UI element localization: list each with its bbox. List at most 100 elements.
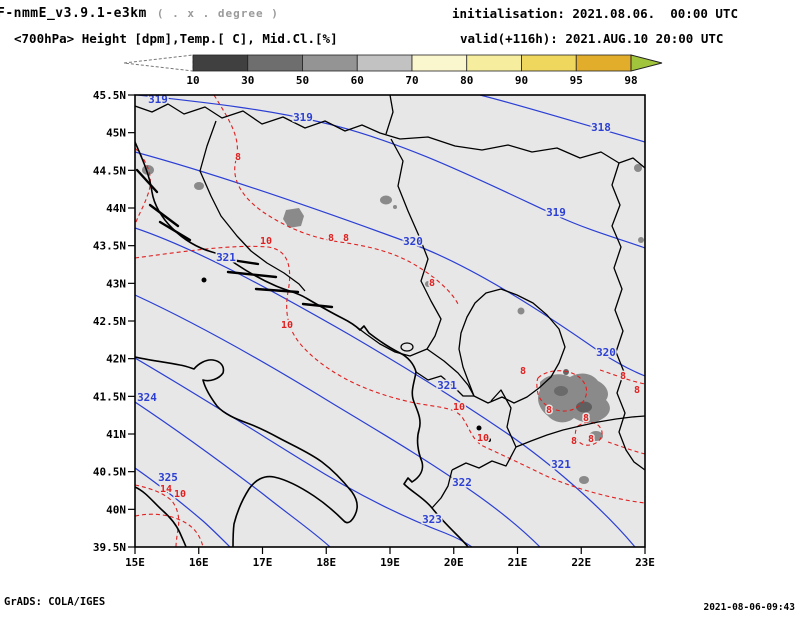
- italy-west-coast: [135, 486, 187, 547]
- cloud-patch: [634, 164, 642, 172]
- height-contour-324: [135, 401, 331, 547]
- height-contour-label: 323: [422, 513, 442, 526]
- height-contour-label: 325: [158, 471, 178, 484]
- lake-shkodra: [400, 342, 414, 352]
- height-contour-label: 320: [403, 235, 423, 248]
- height-contour-label: 319: [148, 93, 168, 106]
- height-contour-label: 318: [591, 121, 611, 134]
- colorbar-label: 90: [515, 74, 528, 87]
- height-contour-323: [135, 357, 473, 547]
- cloud-patch: [380, 195, 392, 205]
- height-contour-label: 319: [546, 206, 566, 219]
- colorbar-segment: [466, 54, 522, 72]
- grads-credit: GrADS: COLA/IGES: [4, 596, 106, 608]
- adriatic-east-coast: [135, 141, 469, 547]
- island-dugi-otok: [148, 203, 180, 228]
- temp-contour-label: 8: [588, 434, 594, 445]
- island-brac: [223, 257, 260, 266]
- colorbar-segment: [411, 54, 468, 72]
- field-title: <700hPa> Height [dpm],Temp.[ C], Mid.Cl.…: [14, 31, 338, 46]
- island-kornati: [158, 220, 192, 242]
- temp-contour-label: 10: [453, 402, 465, 413]
- temp-contour-label: 8: [343, 233, 349, 244]
- border-albania-macedonia: [490, 389, 517, 448]
- height-contour-label: 320: [596, 346, 616, 359]
- colorbar-segment: [247, 54, 303, 72]
- lon-label: 18E: [316, 556, 336, 569]
- lat-label: 45.5N: [93, 89, 126, 102]
- height-contour-318: [479, 95, 645, 143]
- lon-label: 17E: [253, 556, 273, 569]
- border-bosnia-west: [199, 120, 306, 292]
- lon-label: 21E: [508, 556, 528, 569]
- lat-label: 42N: [106, 353, 126, 366]
- lat-label: 40.5N: [93, 466, 126, 479]
- temperature-contour-layer: [135, 95, 645, 547]
- border-bosnia-montenegro: [357, 327, 428, 357]
- temp-contour-label: 8: [235, 152, 241, 163]
- map-content: 319319318319320321320321324321322325323 …: [135, 93, 645, 547]
- temp-contour-label: 14: [160, 484, 172, 495]
- init-time: initialisation: 2021.08.06. 00:00 UTC: [452, 6, 738, 21]
- italy-adriatic-coast: [135, 356, 358, 547]
- lat-label: 43.5N: [93, 240, 126, 253]
- temp-contour-8: [213, 95, 459, 305]
- colorbar-segment: [356, 54, 413, 72]
- cloud-patch: [589, 431, 603, 441]
- lat-label: 45N: [106, 127, 126, 140]
- temp-contour-label: 10: [174, 489, 186, 500]
- temp-contour-label: 8: [546, 405, 552, 416]
- border-serbia-east: [611, 162, 645, 471]
- temp-contour-8-east: [607, 441, 645, 455]
- island-vis: [201, 277, 207, 283]
- height-contour-319: [137, 95, 645, 249]
- border-albania-greece: [431, 469, 453, 509]
- cloud-cover-colorbar: 10 30 50 60 70 80 90 95 98: [123, 54, 663, 87]
- cloud-patch: [638, 237, 644, 243]
- height-contour-label: 324: [137, 391, 157, 404]
- lat-label: 43N: [106, 277, 126, 290]
- creation-timestamp: 2021-08-06-09:43: [703, 602, 795, 613]
- temp-contour-label: 10: [281, 320, 293, 331]
- lat-label: 41.5N: [93, 390, 126, 403]
- axes: 45.5N 45N 44.5N 44N 43.5N 43N 42.5N 42N 41.5N 41N…: [93, 89, 655, 569]
- colorbar-label: 80: [460, 74, 473, 87]
- colorbar-label: 30: [241, 74, 254, 87]
- temp-contour-10-southwest: [135, 513, 204, 547]
- cloud-patch: [425, 281, 431, 287]
- cloud-patch: [194, 182, 204, 190]
- colorbar-label: 95: [570, 74, 583, 87]
- height-contour-label: 322: [452, 476, 472, 489]
- temp-contour-label: 8: [429, 278, 435, 289]
- temp-contour-label: 8: [634, 385, 640, 396]
- temp-contour-label: 8: [520, 366, 526, 377]
- border-croatia-serbia: [385, 95, 394, 135]
- temp-contour-label: 10: [477, 433, 489, 444]
- colorbar-segment: [302, 54, 358, 72]
- height-contour-label: 321: [437, 379, 457, 392]
- valid-time: valid(+116h): 2021.AUG.10 20:00 UTC: [460, 31, 724, 46]
- country-border-layer: [135, 95, 645, 509]
- cloud-patch-dark: [554, 386, 568, 396]
- cloud-patch: [283, 208, 304, 228]
- island-hvar: [226, 270, 278, 279]
- colorbar-label: 10: [186, 74, 199, 87]
- model-title-line: F-nmmE_v3.9.1-e3km ( . x . degree ): [0, 6, 279, 21]
- map-background: [135, 95, 645, 547]
- cloud-patch-dark: [576, 401, 592, 413]
- border-north-chain: [135, 103, 645, 169]
- lake-ohrid: [476, 425, 482, 431]
- colorbar-label: 98: [624, 74, 637, 87]
- colorbar-label: 60: [351, 74, 364, 87]
- colorbar-segment: [521, 54, 577, 72]
- lon-label: 22E: [571, 556, 591, 569]
- island-mljet: [301, 302, 334, 309]
- lon-label: 20E: [444, 556, 464, 569]
- lon-label: 16E: [189, 556, 209, 569]
- temp-contour-label: 8: [571, 436, 577, 447]
- height-contour-325: [135, 467, 231, 547]
- model-title: F-nmmE_v3.9.1-e3km: [0, 6, 147, 21]
